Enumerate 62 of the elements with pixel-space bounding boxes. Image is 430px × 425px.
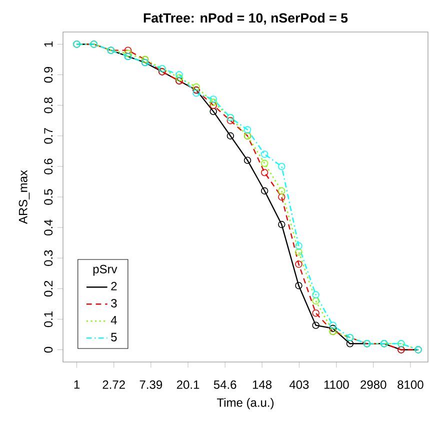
point — [295, 282, 302, 290]
x-tick-label: 54.6 — [214, 380, 236, 389]
x-tick-label: 1 — [74, 380, 80, 389]
x-tick-label: 148 — [252, 380, 272, 389]
point — [244, 156, 252, 164]
point — [192, 83, 200, 91]
legend-label: 3 — [111, 298, 117, 308]
point — [260, 168, 268, 176]
x-tick-label: 2.72 — [102, 380, 125, 389]
x-tick-label: 403 — [289, 380, 309, 389]
y-tick-label: 0.7 — [44, 128, 53, 144]
point — [210, 98, 217, 106]
x-tick-label: 20.1 — [176, 380, 200, 389]
legend-title: pSrv — [93, 264, 118, 276]
x-tick-label: 2980 — [360, 380, 386, 389]
point — [192, 90, 200, 97]
point — [260, 160, 268, 167]
point — [295, 260, 302, 268]
y-tick-label: 1 — [44, 41, 53, 47]
point — [278, 193, 286, 201]
point — [312, 322, 320, 329]
point — [210, 96, 217, 103]
y-tick-label: 0.5 — [44, 189, 53, 205]
point — [210, 102, 217, 109]
point — [260, 150, 268, 158]
point — [329, 324, 336, 332]
point — [278, 187, 286, 194]
x-tick-label: 7.39 — [140, 380, 162, 389]
point — [346, 340, 354, 348]
x-axis-title: Time (a.u.) — [216, 398, 274, 410]
point — [210, 108, 217, 116]
point — [278, 162, 286, 170]
x-tick-label: 1100 — [324, 380, 349, 389]
point — [295, 248, 302, 256]
point — [176, 74, 183, 82]
chart-title: FatTree: nPod = 10, nSerPod = 5 — [144, 12, 348, 25]
point — [329, 322, 336, 329]
y-tick-label: 0.1 — [44, 311, 53, 328]
point — [124, 50, 132, 57]
point — [226, 117, 234, 124]
point — [176, 71, 183, 78]
point — [312, 310, 320, 317]
x-tick-label: 8100 — [398, 380, 424, 389]
y-tick-label: 0.9 — [44, 67, 53, 83]
legend-label: 4 — [110, 316, 117, 324]
point — [312, 297, 320, 304]
y-tick-label: 0.6 — [44, 158, 53, 174]
y-tick-label: 0 — [44, 346, 53, 353]
y-tick-label: 0.4 — [44, 220, 53, 236]
legend-label: 5 — [111, 332, 117, 342]
y-tick-label: 0.3 — [44, 250, 53, 266]
point — [226, 132, 234, 140]
point — [124, 46, 132, 54]
legend-label: 2 — [111, 282, 117, 290]
point — [312, 291, 320, 298]
point — [260, 187, 268, 194]
y-axis-title: ARS_max — [18, 170, 30, 224]
y-tick-label: 0.8 — [44, 98, 53, 114]
point — [295, 242, 302, 250]
y-tick-label: 0.2 — [44, 280, 53, 297]
point — [278, 220, 286, 228]
point — [244, 126, 252, 134]
